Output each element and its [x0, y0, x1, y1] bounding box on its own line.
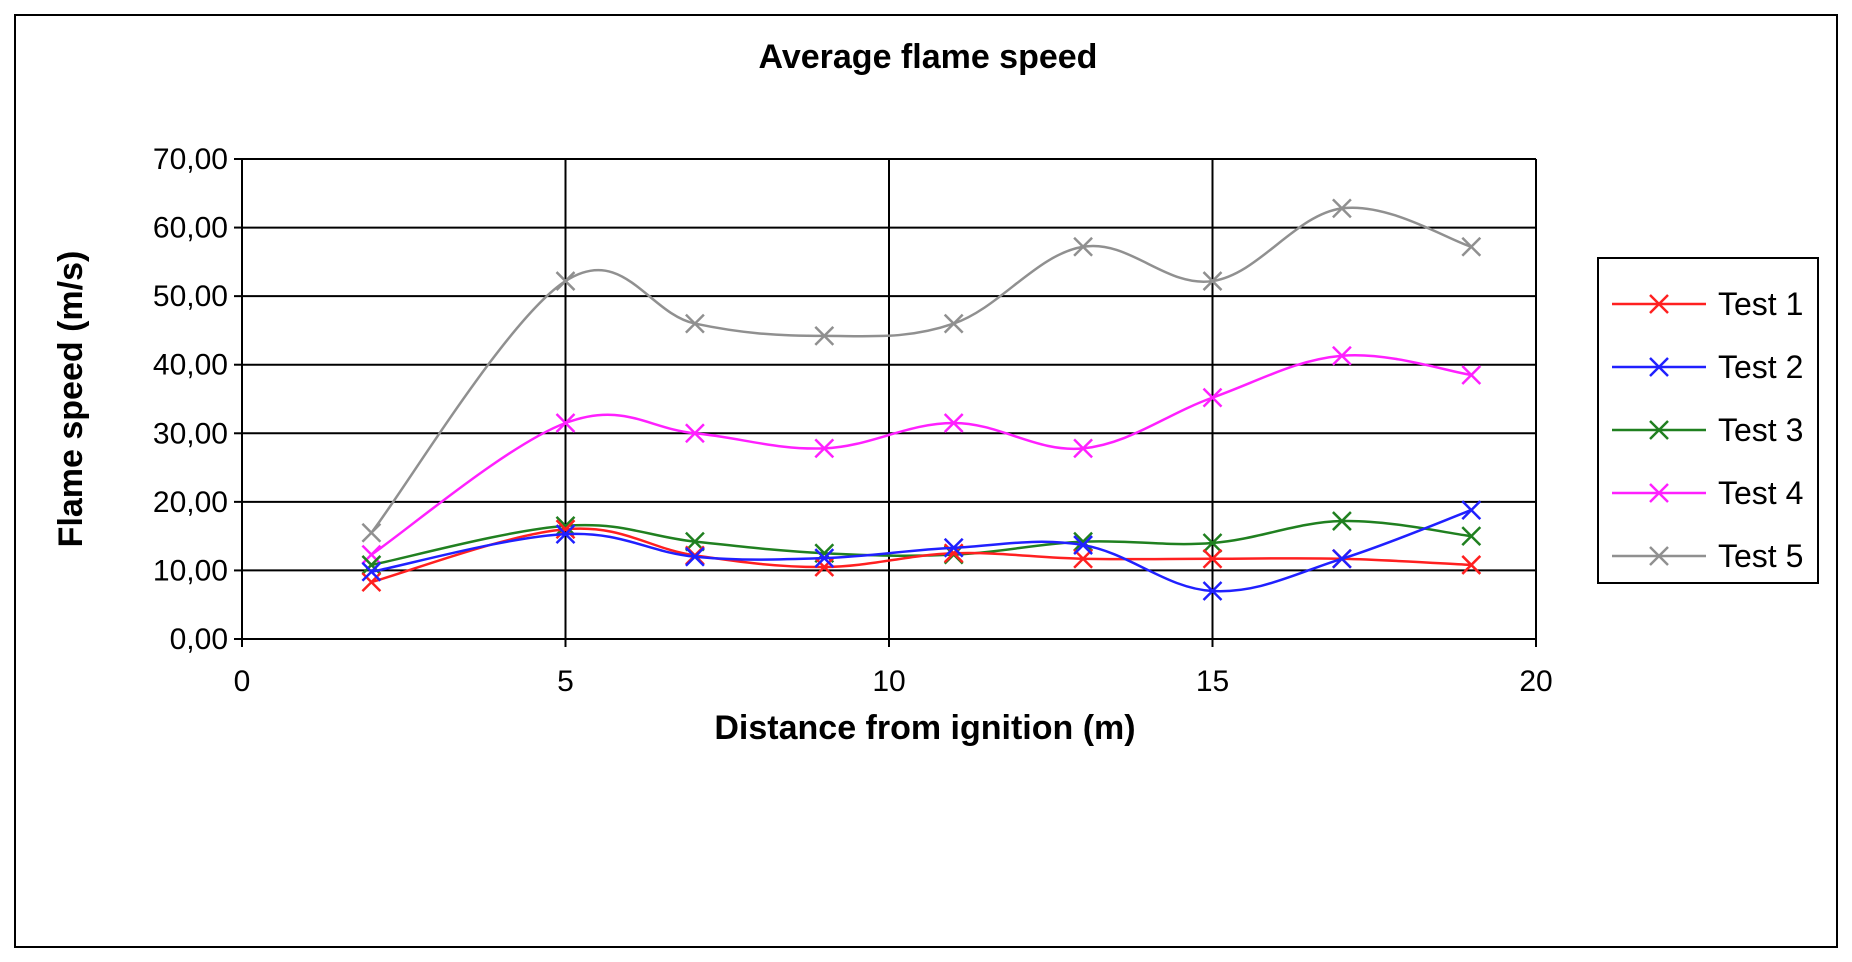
- x-tick-label: 5: [557, 665, 574, 698]
- legend-item-test-3: Test 3: [1612, 412, 1803, 448]
- legend-item-test-2: Test 2: [1612, 349, 1803, 385]
- data-point-test-5: [1202, 271, 1223, 291]
- data-point-test-1: [1202, 548, 1223, 569]
- y-tick-label: 50,00: [153, 280, 228, 313]
- y-tick-label: 10,00: [153, 554, 228, 587]
- data-point-test-2: [1073, 535, 1093, 555]
- grid-lines: [241, 158, 1537, 640]
- series-test-4: [361, 345, 1482, 565]
- legend-label: Test 1: [1718, 286, 1803, 322]
- data-point-test-4: [1202, 387, 1223, 408]
- y-tick-label: 70,00: [153, 143, 228, 176]
- data-point-test-4: [685, 423, 705, 444]
- data-point-test-3: [1202, 533, 1223, 553]
- series-test-5: [361, 198, 1482, 543]
- x-axis-ticks: 0 5 10 15 20: [234, 639, 1553, 698]
- legend-marker: [1649, 483, 1669, 503]
- data-point-test-3: [1073, 531, 1093, 552]
- data-point-test-4: [1461, 365, 1482, 385]
- data-point-test-5: [1073, 236, 1093, 257]
- data-point-test-5: [943, 313, 964, 334]
- y-tick-label: 0,00: [170, 623, 228, 656]
- legend-label: Test 4: [1718, 475, 1803, 511]
- data-point-test-2: [1332, 548, 1352, 569]
- legend: Test 1 Test 2 Test 3 Test 4 Test 5: [1597, 257, 1819, 584]
- legend-marker: [1649, 420, 1669, 440]
- data-point-test-2: [814, 548, 835, 568]
- y-axis-ticks: 0,00 10,00 20,00 30,00 40,00 50,00 60,00 70,00: [153, 143, 242, 656]
- x-tick-label: 10: [872, 665, 905, 698]
- series-line-test-4: [370, 354, 1472, 556]
- y-tick-label: 60,00: [153, 212, 228, 245]
- legend-item-test-1: Test 1: [1612, 286, 1803, 322]
- data-point-test-2: [555, 524, 576, 544]
- legend-marker: [1649, 294, 1669, 314]
- legend-marker: [1649, 546, 1669, 566]
- data-point-test-5: [555, 271, 576, 291]
- data-point-test-3: [1461, 526, 1482, 547]
- data-point-test-4: [943, 413, 964, 433]
- data-point-test-4: [1332, 345, 1352, 366]
- data-point-test-2: [1202, 581, 1223, 601]
- data-point-test-1: [814, 557, 835, 577]
- x-tick-label: 15: [1196, 665, 1229, 698]
- legend-item-test-4: Test 4: [1612, 475, 1803, 511]
- data-point-test-5: [814, 326, 835, 346]
- legend-label: Test 5: [1718, 538, 1803, 574]
- data-point-test-2: [361, 561, 382, 582]
- data-point-test-2: [685, 546, 705, 567]
- series-layer: [361, 198, 1482, 601]
- data-point-test-5: [361, 522, 382, 543]
- x-tick-label: 20: [1519, 665, 1552, 698]
- legend-label: Test 2: [1718, 349, 1803, 385]
- series-test-2: [361, 500, 1482, 601]
- chart-title: Average flame speed: [759, 38, 1098, 76]
- data-point-test-5: [1461, 236, 1482, 257]
- data-point-test-5: [685, 313, 705, 334]
- data-point-test-4: [1073, 438, 1093, 459]
- data-point-test-3: [555, 515, 576, 536]
- data-point-test-2: [943, 537, 964, 558]
- data-point-test-2: [1461, 500, 1482, 520]
- legend-item-test-5: Test 5: [1612, 538, 1803, 574]
- data-point-test-3: [1332, 511, 1352, 531]
- y-axis-title: Flame speed (m/s): [52, 251, 90, 548]
- legend-label: Test 3: [1718, 412, 1803, 448]
- data-point-test-1: [1461, 555, 1482, 575]
- chart-frame: Average flame speed 0,00 10,00 20,00 30,00 4…: [14, 14, 1838, 948]
- x-axis-title: Distance from ignition (m): [714, 709, 1135, 747]
- chart-svg: Average flame speed 0,00 10,00 20,00 30,00 4…: [52, 38, 1819, 747]
- x-tick-label: 0: [234, 665, 251, 698]
- data-point-test-4: [555, 413, 576, 433]
- data-point-test-5: [1332, 198, 1352, 219]
- data-point-test-4: [814, 438, 835, 459]
- legend-marker: [1649, 357, 1669, 377]
- legend-box: [1597, 257, 1819, 584]
- y-tick-label: 20,00: [153, 486, 228, 519]
- y-tick-label: 30,00: [153, 417, 228, 450]
- y-tick-label: 40,00: [153, 349, 228, 382]
